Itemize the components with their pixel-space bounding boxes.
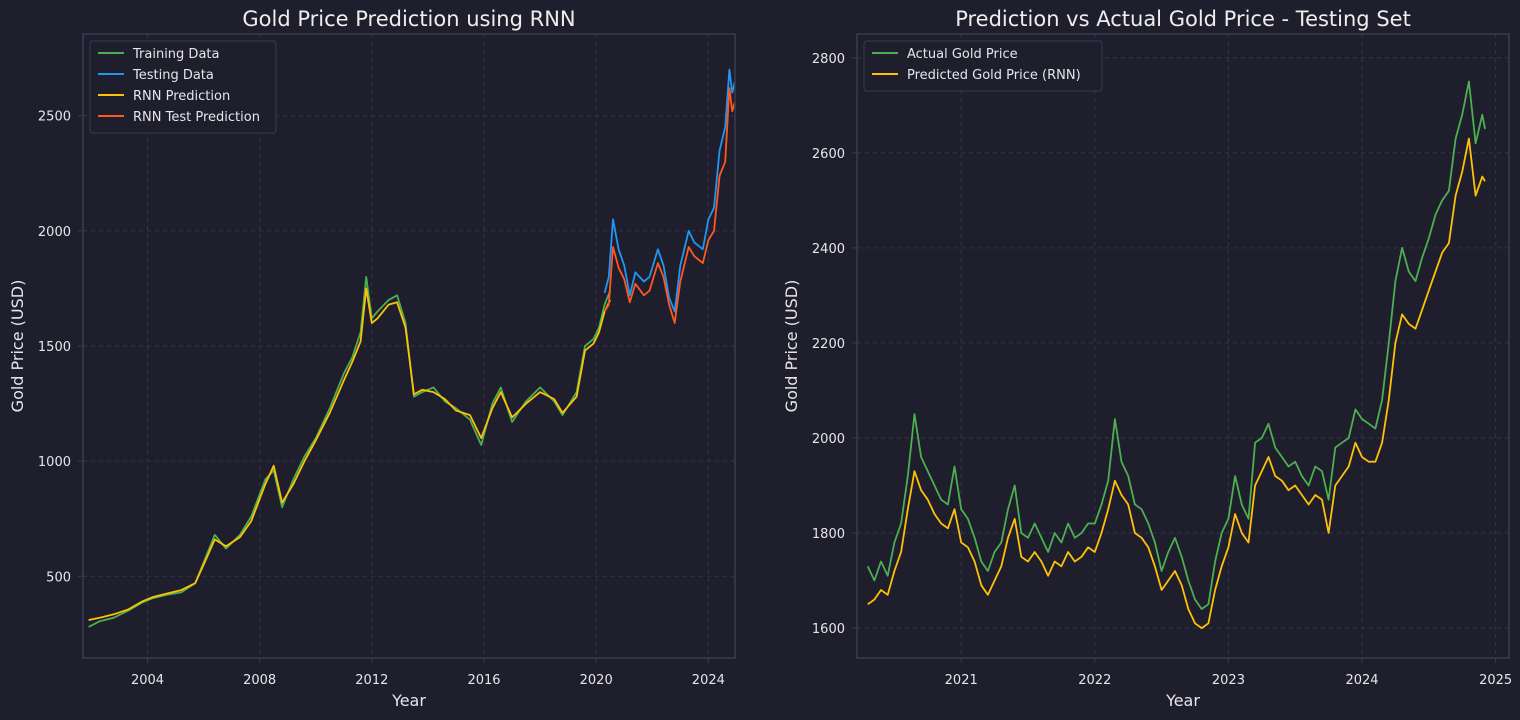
series-line-2 [867,137,1486,629]
y-tick-label: 2200 [812,337,845,352]
x-tick-label: 2016 [467,673,500,688]
axes-frame [856,33,1510,659]
plot-area [857,34,1509,658]
legend-label: Actual Gold Price [907,47,1018,62]
legend-label: Testing Data [132,68,214,83]
x-tick-label: 2021 [945,673,978,688]
series-group [866,80,1486,629]
y-tick-label: 1000 [38,455,71,470]
x-tick-label: 2024 [692,673,725,688]
y-tick-label: 2000 [812,432,845,447]
chart-title: Gold Price Prediction using RNN [242,7,575,31]
y-tick-label: 1600 [812,622,845,637]
x-axis-label: Year [1165,691,1200,710]
x-tick-label: 2022 [1078,673,1111,688]
x-tick-label: 2024 [1345,673,1378,688]
legend-box [863,40,1103,92]
y-tick-label: 2400 [812,242,845,257]
x-tick-label: 2020 [580,673,613,688]
y-tick-label: 2500 [38,110,71,125]
series-line-1 [866,80,1486,610]
y-tick-label: 2800 [812,52,845,67]
legend-label: Predicted Gold Price (RNN) [907,68,1081,83]
y-tick-label: 2600 [812,147,845,162]
x-tick-label: 2008 [243,673,276,688]
y-tick-label: 1500 [38,340,71,355]
y-tick-label: 2000 [38,225,71,240]
legend-label: RNN Prediction [133,89,230,104]
legend-label: RNN Test Prediction [133,110,260,125]
y-axis-label: Gold Price (USD) [8,280,27,413]
x-tick-label: 2025 [1479,673,1512,688]
legend-label: Training Data [132,47,219,62]
chart-title: Prediction vs Actual Gold Price - Testin… [955,7,1411,31]
series-line-4 [603,87,735,324]
series-group [88,68,735,628]
y-tick-label: 500 [46,570,71,585]
y-axis-label: Gold Price (USD) [782,280,801,413]
series-line-2 [603,68,735,313]
legend: Actual Gold Price Predicted Gold Price (R… [863,40,1103,92]
chart-1: 2004 2008 2012 2016 2020 2024 500 1000 1500 2000 2… [8,7,736,710]
series-line-3 [88,287,612,621]
x-tick-label: 2004 [131,673,164,688]
chart-2: 2021 2022 2023 2024 2025 1600 1800 2000 2200 2400… [782,7,1512,710]
legend-box [89,40,277,134]
x-tick-label: 2012 [355,673,388,688]
x-axis-label: Year [391,691,426,710]
y-tick-label: 1800 [812,527,845,542]
x-tick-label: 2023 [1212,673,1245,688]
legend: Training Data Testing Data RNN Prediction R… [89,40,277,134]
